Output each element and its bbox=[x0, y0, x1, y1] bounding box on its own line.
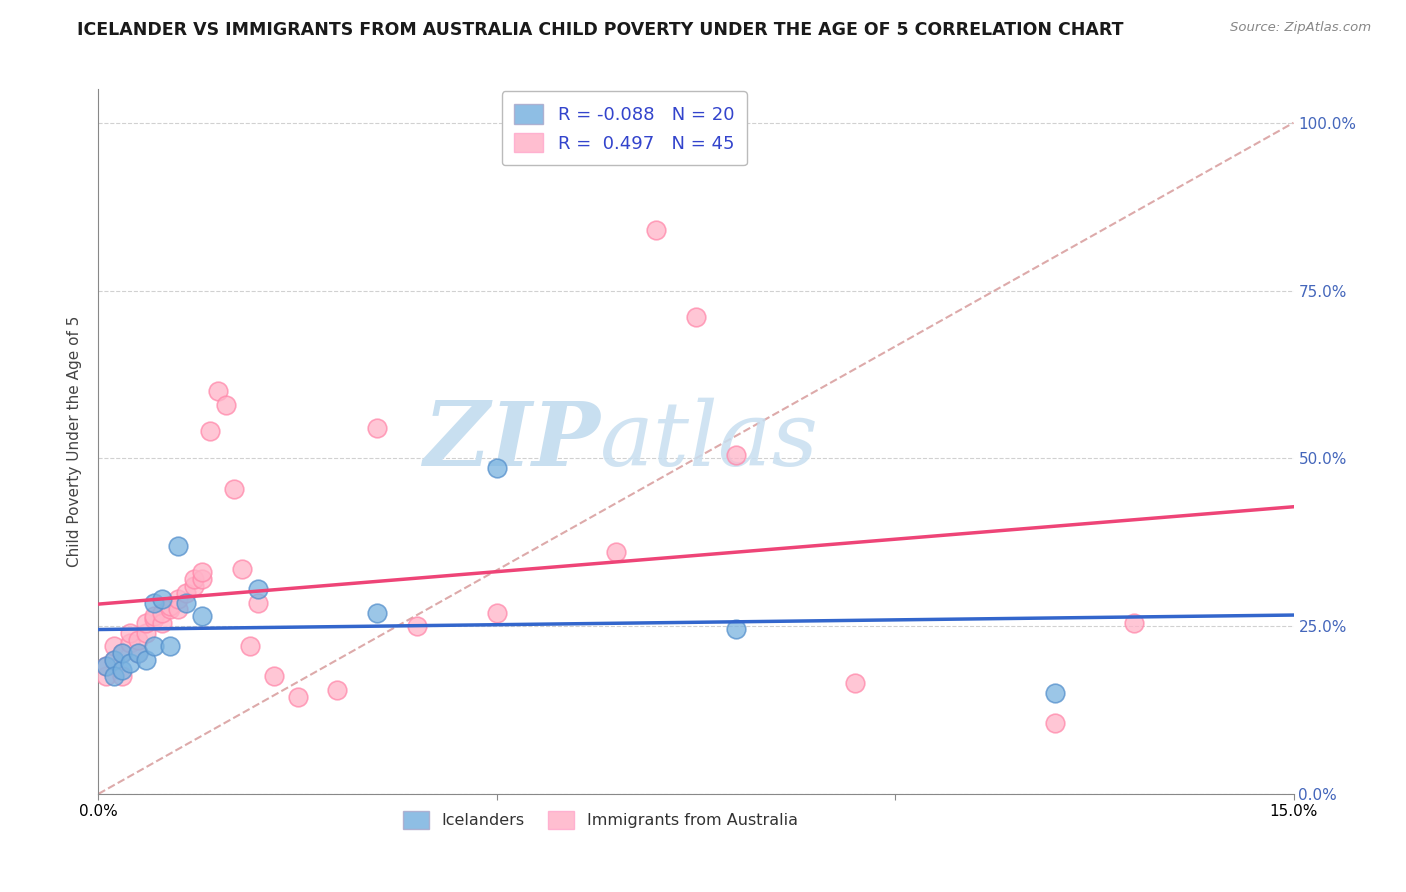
Point bbox=[724, 448, 747, 462]
Point bbox=[191, 566, 214, 580]
Point bbox=[191, 609, 214, 624]
Point bbox=[246, 582, 269, 597]
Point bbox=[844, 676, 866, 690]
Point bbox=[485, 606, 508, 620]
Point bbox=[174, 585, 197, 599]
Point bbox=[103, 669, 125, 683]
Point bbox=[103, 639, 125, 653]
Point bbox=[111, 669, 134, 683]
Point bbox=[167, 592, 190, 607]
Text: atlas: atlas bbox=[600, 398, 820, 485]
Point bbox=[1043, 686, 1066, 700]
Point bbox=[645, 223, 668, 237]
Point bbox=[143, 596, 166, 610]
Point bbox=[246, 596, 269, 610]
Point bbox=[150, 615, 173, 630]
Point bbox=[120, 656, 142, 670]
Point bbox=[198, 425, 221, 439]
Point bbox=[150, 592, 173, 607]
Point bbox=[159, 599, 181, 613]
Point bbox=[159, 602, 181, 616]
Point bbox=[103, 653, 125, 667]
Point bbox=[167, 539, 190, 553]
Point bbox=[366, 606, 388, 620]
Point bbox=[366, 421, 388, 435]
Point bbox=[135, 653, 157, 667]
Point bbox=[135, 625, 157, 640]
Point bbox=[96, 669, 118, 683]
Point bbox=[120, 625, 142, 640]
Point bbox=[191, 572, 214, 586]
Text: ZIP: ZIP bbox=[425, 399, 600, 484]
Point bbox=[222, 482, 245, 496]
Point bbox=[1043, 716, 1066, 731]
Point bbox=[174, 596, 197, 610]
Legend: Icelanders, Immigrants from Australia: Icelanders, Immigrants from Australia bbox=[396, 805, 804, 835]
Point bbox=[111, 646, 134, 660]
Point bbox=[263, 669, 285, 683]
Point bbox=[287, 690, 309, 704]
Point bbox=[96, 659, 118, 673]
Point bbox=[143, 639, 166, 653]
Point bbox=[127, 646, 149, 660]
Point bbox=[120, 636, 142, 650]
Point bbox=[605, 545, 627, 559]
Point bbox=[111, 663, 134, 677]
Point bbox=[96, 659, 118, 673]
Point bbox=[127, 646, 149, 660]
Point bbox=[143, 612, 166, 626]
Text: ICELANDER VS IMMIGRANTS FROM AUSTRALIA CHILD POVERTY UNDER THE AGE OF 5 CORRELAT: ICELANDER VS IMMIGRANTS FROM AUSTRALIA C… bbox=[77, 21, 1123, 38]
Point bbox=[183, 579, 205, 593]
Point bbox=[135, 615, 157, 630]
Point bbox=[685, 310, 707, 325]
Point bbox=[150, 606, 173, 620]
Point bbox=[207, 384, 229, 399]
Point bbox=[159, 639, 181, 653]
Point bbox=[111, 646, 134, 660]
Point bbox=[127, 632, 149, 647]
Point bbox=[326, 682, 349, 697]
Y-axis label: Child Poverty Under the Age of 5: Child Poverty Under the Age of 5 bbox=[67, 316, 83, 567]
Point bbox=[231, 562, 253, 576]
Point bbox=[167, 602, 190, 616]
Point bbox=[406, 619, 429, 633]
Point bbox=[485, 461, 508, 475]
Point bbox=[183, 572, 205, 586]
Point bbox=[143, 609, 166, 624]
Point bbox=[239, 639, 262, 653]
Point bbox=[1123, 615, 1146, 630]
Point bbox=[724, 623, 747, 637]
Text: Source: ZipAtlas.com: Source: ZipAtlas.com bbox=[1230, 21, 1371, 34]
Point bbox=[215, 398, 238, 412]
Point bbox=[103, 653, 125, 667]
